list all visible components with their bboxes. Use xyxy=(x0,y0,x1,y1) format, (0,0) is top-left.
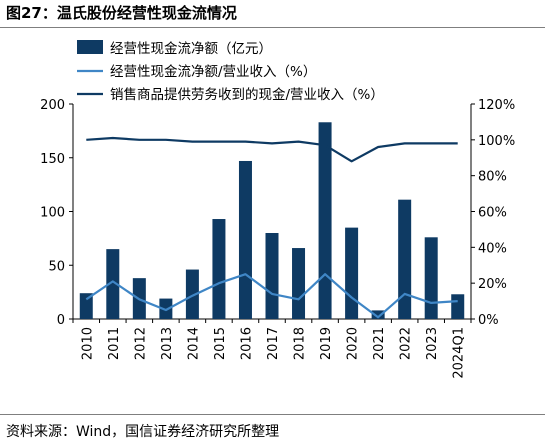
y-left-tick-label: 50 xyxy=(48,259,65,274)
x-tick-label: 2019 xyxy=(319,327,334,360)
y-right-tick-label: 80% xyxy=(478,170,507,185)
x-tick-label: 2010 xyxy=(80,327,95,360)
source-note: 资料来源：Wind，国信证券经济研究所整理 xyxy=(6,424,280,440)
x-tick-label: 2013 xyxy=(160,327,175,360)
bar xyxy=(292,248,306,319)
series-line-op-ratio xyxy=(85,273,458,319)
bar xyxy=(398,199,412,319)
x-tick-label: 2023 xyxy=(425,327,440,360)
bar xyxy=(424,237,438,319)
y-left-tick-label: 200 xyxy=(40,98,65,113)
x-tick-label: 2015 xyxy=(213,327,228,360)
x-tick-label: 2024Q1 xyxy=(452,327,467,379)
title-rule xyxy=(0,27,545,28)
legend-label-bar: 经营性现金流净额（亿元） xyxy=(110,41,272,57)
legend-label-sales-ratio: 销售商品提供劳务收到的现金/营业收入（%） xyxy=(110,87,384,103)
figure-title: 图27：温氏股份经营性现金流情况 xyxy=(6,4,237,22)
bar xyxy=(79,293,93,319)
bar xyxy=(106,249,120,319)
series-line-sales-ratio xyxy=(86,136,458,163)
y-left-tick-label: 0 xyxy=(57,313,65,328)
x-tick-label: 2018 xyxy=(293,327,308,360)
bar xyxy=(212,219,226,319)
legend-label-op-ratio: 经营性现金流净额/营业收入（%） xyxy=(110,64,316,80)
bar xyxy=(451,294,465,319)
x-tick-label: 2012 xyxy=(133,327,148,360)
x-tick-label: 2020 xyxy=(346,327,361,360)
bar xyxy=(238,160,252,319)
cash-flow-chart: 0 50 100 150 200 0% 20% 40% 60% 80% 100% 120% 2010 20… xyxy=(40,40,515,379)
y-right-tick-label: 0% xyxy=(478,313,499,328)
x-tick-label: 2011 xyxy=(107,327,122,360)
bar xyxy=(265,233,279,319)
y-right-tick-label: 40% xyxy=(478,241,507,256)
legend-swatch-bar xyxy=(77,40,103,54)
x-tick-label: 2014 xyxy=(186,327,201,360)
bar xyxy=(371,310,385,319)
y-left-tick-label: 150 xyxy=(40,152,65,167)
bar xyxy=(318,122,332,320)
x-tick-label: 2022 xyxy=(399,327,414,360)
source-rule xyxy=(0,414,545,415)
x-tick-label: 2016 xyxy=(239,327,254,360)
y-right-tick-label: 100% xyxy=(478,134,515,149)
bar xyxy=(345,227,359,319)
y-right-tick-label: 20% xyxy=(478,277,507,292)
x-tick-label: 2021 xyxy=(372,327,387,360)
y-right-tick-label: 120% xyxy=(478,98,515,113)
x-tick-label: 2017 xyxy=(266,327,281,360)
y-left-tick-label: 100 xyxy=(40,206,65,221)
bar xyxy=(185,269,199,319)
y-right-tick-label: 60% xyxy=(478,206,507,221)
